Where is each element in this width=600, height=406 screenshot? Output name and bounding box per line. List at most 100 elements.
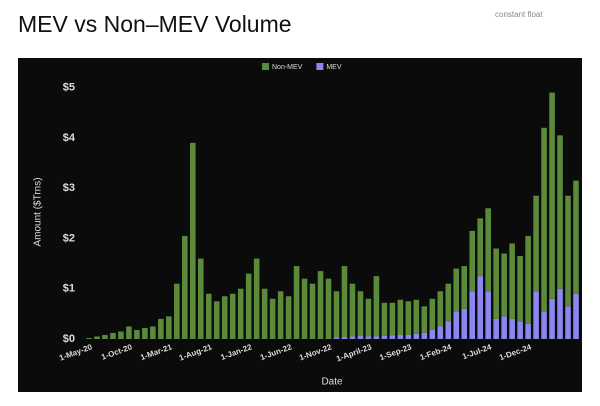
- bar-segment: [477, 218, 483, 277]
- bar-segment: [429, 329, 436, 339]
- bar-segment: [461, 308, 468, 339]
- y-tick-label: $4: [63, 132, 76, 144]
- bar-segment: [397, 334, 404, 339]
- bar-segment: [134, 329, 140, 339]
- bar-segment: [365, 298, 372, 337]
- bar-segment: [166, 316, 172, 339]
- bar-segment: [229, 293, 236, 339]
- bar-segment: [158, 318, 164, 339]
- bar-segment: [245, 273, 252, 339]
- bar-segment: [182, 235, 188, 339]
- bar-segment: [110, 332, 116, 339]
- bar-segment: [189, 142, 196, 339]
- bar-segment: [549, 92, 555, 299]
- bar-segment: [341, 336, 348, 339]
- bar-segment: [325, 278, 332, 339]
- bar-segment: [317, 271, 324, 339]
- bar-segment: [309, 283, 316, 339]
- x-axis-title: Date: [321, 377, 343, 388]
- legend-label: Non-MEV: [272, 64, 303, 71]
- bar-segment: [493, 318, 499, 339]
- bar-segment: [349, 283, 356, 337]
- bar-segment: [541, 311, 547, 339]
- chart-title: MEV vs Non–MEV Volume: [18, 11, 292, 37]
- bar-segment: [381, 302, 388, 336]
- bar-segment: [333, 291, 340, 338]
- bar-segment: [421, 332, 428, 339]
- bar-segment: [221, 296, 228, 339]
- y-tick-label: $0: [63, 333, 75, 345]
- bar-segment: [261, 288, 268, 339]
- bar-segment: [333, 337, 340, 339]
- bar-segment: [525, 235, 531, 324]
- bar-segment: [397, 299, 404, 335]
- bar-segment: [533, 291, 539, 339]
- bar-segment: [94, 336, 100, 339]
- bar-segment: [174, 283, 180, 339]
- bar-segment: [389, 302, 396, 336]
- bar-segment: [142, 327, 148, 339]
- y-tick-label: $5: [63, 81, 75, 93]
- bar-segment: [269, 298, 276, 339]
- bar-segment: [573, 293, 579, 339]
- bar-segment: [357, 291, 364, 336]
- note: constant float: [495, 10, 543, 19]
- bar-segment: [461, 266, 468, 309]
- bar-segment: [405, 301, 412, 335]
- bar-segment: [453, 311, 460, 339]
- bar-segment: [485, 208, 491, 292]
- bar-segment: [118, 331, 124, 339]
- bar-segment: [565, 195, 571, 307]
- bar-segment: [509, 318, 515, 339]
- bar-segment: [517, 321, 523, 339]
- bar-segment: [469, 291, 476, 339]
- bar-segment: [557, 135, 563, 289]
- bar-segment: [517, 256, 523, 322]
- bar-segment: [501, 316, 507, 339]
- bar-segment: [445, 283, 452, 322]
- bar-segment: [437, 291, 444, 327]
- bar-segment: [541, 127, 547, 312]
- bar-segment: [86, 337, 92, 339]
- bar-segment: [477, 276, 483, 339]
- bar-segment: [437, 326, 444, 339]
- bar-segment: [253, 258, 260, 339]
- bar-segment: [493, 248, 499, 319]
- bar-segment: [237, 288, 244, 339]
- bar-segment: [421, 306, 428, 333]
- bar-segment: [549, 298, 555, 339]
- y-tick-label: $1: [63, 283, 75, 295]
- bar-segment: [501, 253, 507, 317]
- bar-segment: [429, 298, 436, 330]
- bar-segment: [533, 195, 539, 292]
- bar-segment: [365, 336, 372, 339]
- bar-segment: [349, 336, 356, 339]
- bar-segment: [445, 321, 452, 339]
- bar-segment: [413, 333, 420, 339]
- bar-segment: [293, 266, 300, 339]
- y-tick-label: $3: [63, 182, 75, 194]
- bar-segment: [413, 299, 420, 334]
- bar-segment: [205, 293, 212, 339]
- bar-segment: [469, 230, 476, 292]
- bar-segment: [485, 291, 491, 339]
- chart-panel: [18, 58, 582, 392]
- legend-swatch: [316, 63, 324, 70]
- bar-segment: [381, 335, 388, 339]
- bar-segment: [373, 336, 380, 339]
- bar-segment: [197, 258, 204, 339]
- bar-segment: [285, 296, 292, 339]
- bar-segment: [357, 335, 364, 339]
- bar-segment: [565, 306, 571, 339]
- bar-segment: [405, 334, 412, 339]
- bar-segment: [557, 288, 563, 339]
- bar-segment: [389, 335, 396, 339]
- bar-segment: [453, 268, 460, 312]
- bar-segment: [150, 326, 156, 339]
- legend-swatch: [262, 63, 269, 70]
- bar-segment: [341, 266, 348, 337]
- y-tick-label: $2: [63, 232, 75, 244]
- bar-segment: [213, 301, 220, 339]
- bar-segment: [277, 291, 284, 339]
